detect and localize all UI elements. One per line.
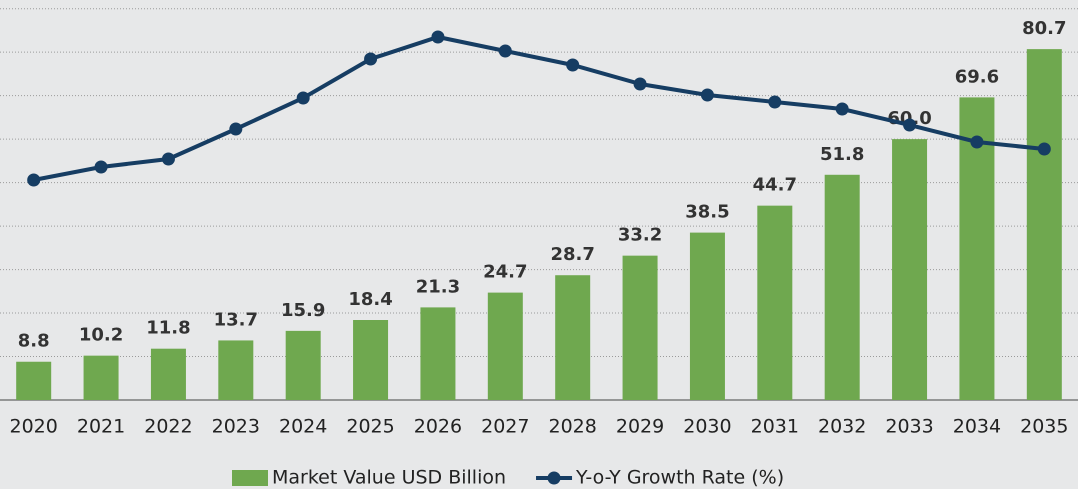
x-tick-label: 2020 — [10, 416, 58, 438]
x-tick-label: 2021 — [77, 416, 125, 438]
line-marker — [633, 77, 647, 91]
bar — [555, 275, 591, 400]
x-tick-label: 2033 — [885, 416, 933, 438]
data-label: 44.7 — [753, 175, 797, 196]
data-label: 8.8 — [18, 331, 50, 352]
line-marker — [970, 135, 984, 149]
line-marker — [768, 95, 782, 109]
line-marker — [1037, 142, 1051, 156]
bar — [1026, 49, 1062, 401]
x-tick-label: 2028 — [549, 416, 597, 438]
data-label: 80.7 — [1022, 18, 1066, 39]
x-tick-label: 2027 — [481, 416, 529, 438]
x-tick-label: 2034 — [953, 416, 1001, 438]
data-label: 28.7 — [550, 244, 594, 265]
line-marker — [903, 118, 917, 132]
data-label: 15.9 — [281, 300, 325, 321]
bar — [824, 174, 860, 400]
bar — [689, 232, 725, 400]
data-label: 33.2 — [618, 225, 662, 246]
line-marker — [27, 173, 41, 187]
bar — [16, 361, 52, 400]
x-tick-label: 2030 — [683, 416, 731, 438]
legend-label: Market Value USD Billion — [272, 467, 506, 489]
bar — [218, 340, 254, 400]
line-marker — [700, 88, 714, 102]
data-label: 24.7 — [483, 262, 527, 283]
data-label: 51.8 — [820, 144, 864, 165]
bar — [892, 139, 928, 400]
line-marker — [566, 58, 580, 72]
bar — [150, 348, 186, 400]
data-label: 18.4 — [348, 289, 392, 310]
x-tick-label: 2035 — [1020, 416, 1068, 438]
bar — [83, 355, 119, 400]
x-tick-label: 2026 — [414, 416, 462, 438]
legend-label: Y-o-Y Growth Rate (%) — [575, 467, 784, 489]
line-marker — [431, 30, 445, 44]
data-label: 21.3 — [416, 276, 460, 297]
data-label: 10.2 — [79, 325, 123, 346]
bar — [285, 330, 321, 400]
line-marker — [229, 122, 243, 136]
x-tick-label: 2032 — [818, 416, 866, 438]
bar — [420, 307, 456, 400]
x-tick-label: 2031 — [751, 416, 799, 438]
data-label: 13.7 — [214, 309, 258, 330]
x-tick-label: 2025 — [346, 416, 394, 438]
growth-line — [33, 34, 1045, 182]
line-marker — [296, 91, 310, 105]
bar — [622, 255, 658, 400]
line-marker — [94, 160, 108, 174]
x-tick-label: 2023 — [212, 416, 260, 438]
data-label: 11.8 — [146, 318, 190, 339]
legend-swatch — [232, 470, 268, 486]
data-label: 38.5 — [685, 202, 729, 223]
x-tick-label: 2024 — [279, 416, 327, 438]
bar — [757, 205, 793, 400]
legend-swatch-marker — [547, 471, 561, 485]
line-marker — [498, 44, 512, 58]
line-marker — [364, 52, 378, 66]
x-tick-label: 2029 — [616, 416, 664, 438]
line-marker — [835, 102, 849, 116]
line-marker — [161, 152, 175, 166]
bar — [487, 292, 523, 400]
bar — [353, 320, 389, 400]
data-label: 69.6 — [955, 66, 999, 87]
x-tick-label: 2022 — [144, 416, 192, 438]
